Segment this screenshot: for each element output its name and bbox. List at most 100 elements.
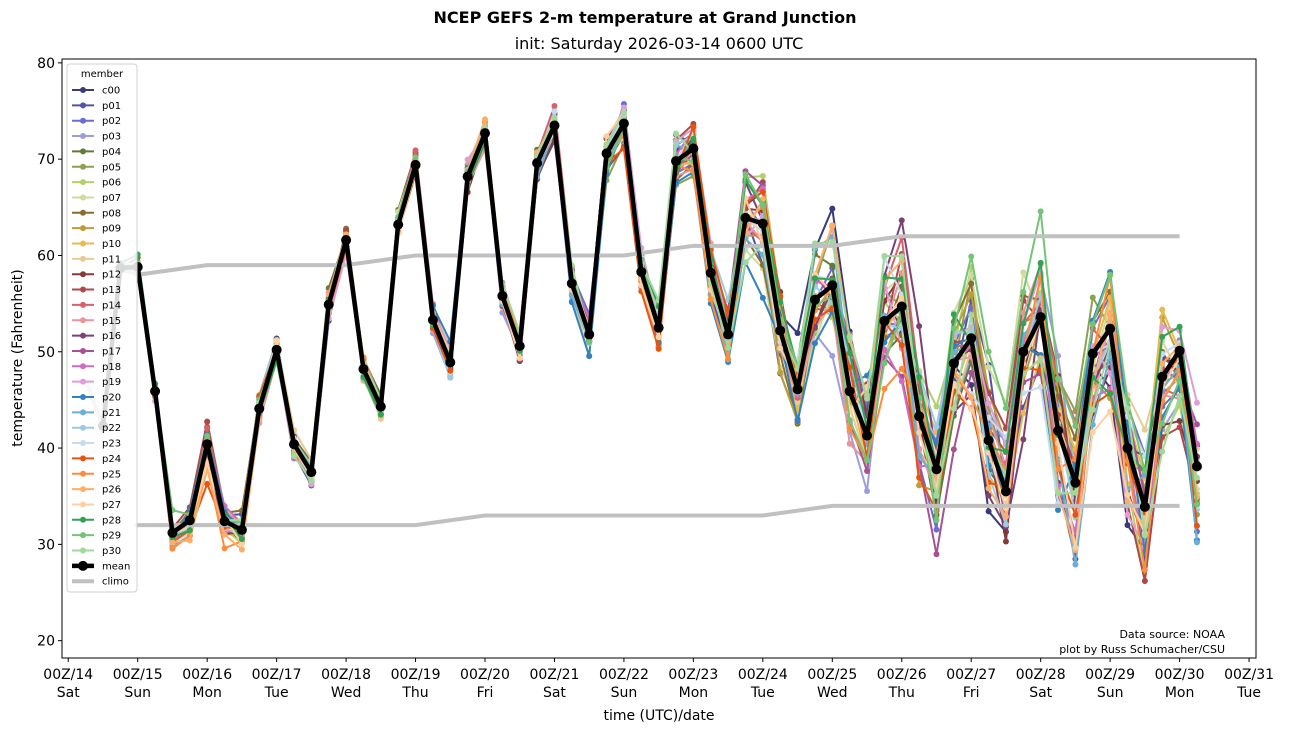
member-point xyxy=(916,429,923,436)
legend-label: p16 xyxy=(102,331,121,342)
legend-item-p01: p01 xyxy=(72,101,121,112)
legend-item-c00: c00 xyxy=(72,86,120,97)
mean-point xyxy=(497,290,508,301)
member-point xyxy=(1055,506,1062,513)
member-point xyxy=(846,440,853,447)
mean-point xyxy=(167,527,178,538)
mean-point xyxy=(514,340,525,351)
member-point xyxy=(968,311,975,318)
legend-label: p26 xyxy=(102,485,121,496)
member-point xyxy=(464,156,471,163)
member-point xyxy=(238,546,245,553)
legend-marker xyxy=(80,424,86,431)
mean-point xyxy=(966,333,977,344)
legend-marker xyxy=(80,286,86,293)
member-point xyxy=(204,425,211,432)
legend-marker xyxy=(80,179,86,186)
legend-item-p13: p13 xyxy=(72,285,121,296)
mean-point xyxy=(636,266,647,277)
member-point xyxy=(1089,294,1096,301)
legend-label: p21 xyxy=(102,408,121,419)
mean-point xyxy=(393,219,404,230)
member-point xyxy=(586,339,593,346)
member-point xyxy=(1193,539,1200,546)
member-point xyxy=(864,488,871,495)
legend-item-p09: p09 xyxy=(72,224,121,235)
mean-point xyxy=(809,294,820,305)
legend: member c00 p01 p02 p03 p04 p05 p06 p07 p08 p09 p10… xyxy=(66,63,138,593)
member-point xyxy=(933,423,940,430)
x-tick-label: 00Z/29 xyxy=(1085,667,1135,683)
legend-label: p15 xyxy=(102,316,121,327)
mean-point xyxy=(1000,486,1011,497)
mean-point xyxy=(1122,443,1133,454)
mean-point xyxy=(306,467,317,478)
legend-label: p08 xyxy=(102,208,121,219)
member-point xyxy=(1193,399,1200,406)
x-tick-dow-label: Thu xyxy=(401,685,428,701)
mean-point xyxy=(410,159,421,170)
x-tick-label: 00Z/28 xyxy=(1016,667,1066,683)
mean-point xyxy=(532,158,543,169)
member-point xyxy=(1020,269,1027,276)
x-tick-dow-label: Sat xyxy=(57,685,80,701)
member-point xyxy=(1089,406,1096,413)
x-tick-dow-label: Tue xyxy=(1236,685,1261,701)
y-tick-label: 70 xyxy=(37,152,55,168)
member-point xyxy=(186,527,193,534)
member-point xyxy=(881,385,888,392)
member-point xyxy=(1002,448,1009,455)
x-tick-dow-label: Wed xyxy=(817,685,848,701)
member-point xyxy=(1037,208,1044,215)
member-point xyxy=(777,369,784,376)
member-point xyxy=(933,403,940,410)
y-tick-label: 30 xyxy=(37,537,55,553)
member-point xyxy=(968,406,975,413)
mean-point xyxy=(688,143,699,154)
legend-label: p30 xyxy=(102,546,121,557)
legend-label: p12 xyxy=(102,270,121,281)
legend-marker xyxy=(80,225,86,232)
member-point xyxy=(620,104,627,111)
legend-label: p29 xyxy=(102,531,121,542)
member-series-p21 xyxy=(99,123,1200,568)
mean-point xyxy=(1174,345,1185,356)
x-tick-label: 00Z/18 xyxy=(321,667,371,683)
legend-item-p22: p22 xyxy=(72,423,121,434)
legend-marker xyxy=(80,301,86,308)
member-point xyxy=(551,102,558,109)
legend-label: p22 xyxy=(102,423,121,434)
legend-marker xyxy=(80,394,86,400)
member-point xyxy=(1107,390,1114,397)
member-point xyxy=(1107,408,1114,415)
mean-point xyxy=(844,386,855,397)
legend-item-p12: p12 xyxy=(72,270,121,281)
y-tick-label: 80 xyxy=(37,56,55,72)
legend-marker xyxy=(80,317,86,324)
member-point xyxy=(811,275,818,282)
legend-item-p04: p04 xyxy=(72,147,121,158)
mean-point xyxy=(1018,346,1029,357)
member-point xyxy=(221,545,228,552)
legend-label: p25 xyxy=(102,469,121,480)
legend-label: p20 xyxy=(102,393,121,404)
mean-point xyxy=(462,171,473,182)
legend-item-p08: p08 xyxy=(72,208,121,219)
member-point xyxy=(1072,511,1079,518)
legend-title: member xyxy=(81,69,124,80)
member-point xyxy=(864,468,871,475)
member-point xyxy=(950,446,957,453)
member-point xyxy=(1193,474,1200,481)
mean-point xyxy=(931,464,942,475)
mean-polyline xyxy=(100,121,1200,536)
member-point xyxy=(1072,423,1079,430)
member-point xyxy=(1176,418,1183,425)
mean-point xyxy=(983,435,994,446)
member-point xyxy=(1159,420,1166,427)
member-point xyxy=(516,355,523,362)
legend-item-p20: p20 xyxy=(72,393,121,404)
member-point xyxy=(1141,468,1148,475)
legend-label: p07 xyxy=(102,193,121,204)
member-point xyxy=(1020,436,1027,443)
legend-item-p26: p26 xyxy=(72,485,121,496)
